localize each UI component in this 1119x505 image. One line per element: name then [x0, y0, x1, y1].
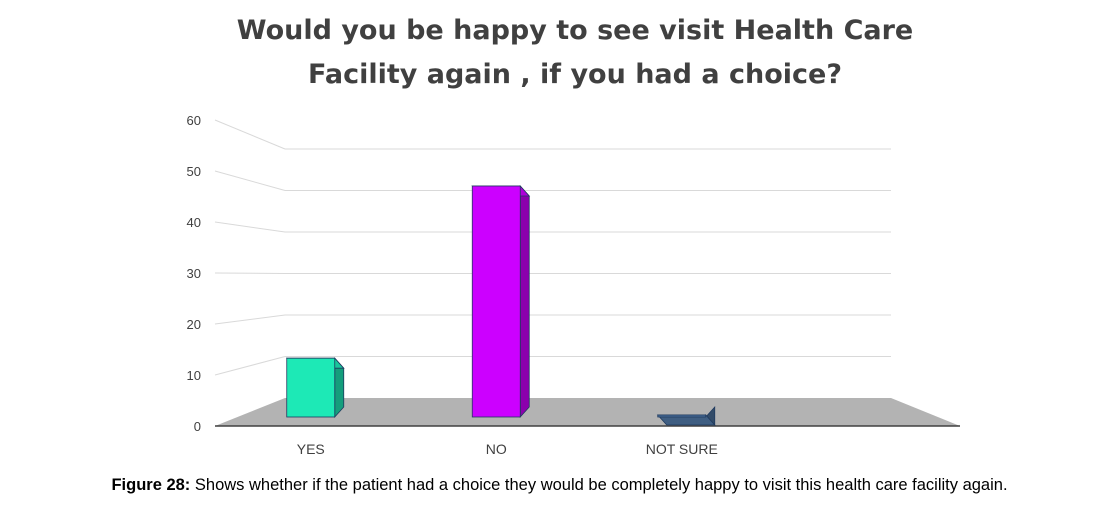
chart-floor	[215, 398, 960, 426]
gridline-side	[214, 314, 286, 325]
gridline-side	[214, 356, 286, 376]
y-tick-label: 40	[187, 215, 201, 230]
figure-caption: Figure 28: Shows whether if the patient …	[0, 476, 1119, 495]
y-tick-label: 60	[187, 113, 201, 128]
y-tick-label: 30	[187, 266, 201, 281]
y-tick-label: 50	[187, 164, 201, 179]
chart-title: Would you be happy to see visit Health C…	[195, 9, 955, 97]
caption-text: Shows whether if the patient had a choic…	[190, 476, 1008, 494]
bar	[286, 357, 336, 418]
chart-title-line-2: Facility again , if you had a choice?	[307, 59, 843, 90]
y-tick-label: 10	[187, 368, 201, 383]
x-tick-label: YES	[297, 441, 325, 457]
gridline-side	[214, 221, 286, 233]
y-tick-label: 20	[187, 317, 201, 332]
caption-label: Figure 28:	[111, 476, 191, 494]
chart-title-line-1: Would you be happy to see visit Health C…	[236, 15, 914, 46]
gridline-side	[214, 272, 286, 274]
x-tick-label: NO	[486, 441, 507, 457]
bar	[471, 185, 521, 418]
gridline-side	[214, 170, 286, 191]
x-tick-label: NOT SURE	[646, 441, 718, 457]
bar-chart: 0 10 20 30 40 50 60 YES NO NOT SURE	[187, 113, 960, 457]
bar	[657, 414, 707, 418]
bar-side	[519, 184, 530, 419]
y-tick-label: 0	[194, 419, 201, 434]
gridline-side	[214, 119, 286, 150]
